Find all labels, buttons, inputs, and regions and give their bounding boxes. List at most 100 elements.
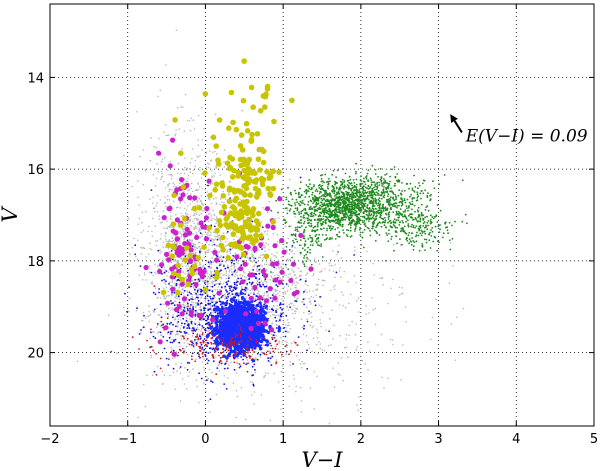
data-point xyxy=(220,277,223,280)
data-point xyxy=(387,302,389,305)
data-point xyxy=(183,322,186,325)
data-point xyxy=(257,333,262,338)
data-point xyxy=(183,306,186,309)
data-point xyxy=(162,295,165,297)
data-point xyxy=(222,256,225,258)
data-point xyxy=(214,238,217,240)
data-point xyxy=(189,318,191,320)
data-point xyxy=(154,263,156,266)
data-point xyxy=(195,309,197,312)
data-point xyxy=(398,294,401,296)
data-point xyxy=(228,364,230,366)
data-point xyxy=(308,310,310,313)
data-point xyxy=(277,259,280,262)
data-point xyxy=(209,234,212,236)
data-point xyxy=(178,330,181,333)
data-point xyxy=(358,311,360,313)
data-point xyxy=(211,311,213,314)
data-point xyxy=(218,300,221,303)
data-point xyxy=(254,257,257,260)
data-point xyxy=(276,300,279,303)
data-point xyxy=(184,348,186,350)
data-point xyxy=(300,411,303,413)
data-point xyxy=(275,289,278,292)
data-point xyxy=(318,263,321,265)
data-point xyxy=(161,221,164,224)
data-point xyxy=(337,373,340,376)
data-point xyxy=(239,291,243,295)
data-point xyxy=(233,331,237,335)
data-point xyxy=(264,278,267,281)
data-point xyxy=(220,258,222,261)
data-point xyxy=(197,200,199,202)
data-point xyxy=(182,214,184,217)
data-point xyxy=(261,265,264,267)
data-point xyxy=(274,274,276,277)
data-point xyxy=(189,129,192,132)
data-point xyxy=(210,215,213,217)
data-point xyxy=(280,315,283,318)
data-point xyxy=(181,322,183,325)
data-point xyxy=(338,304,341,306)
data-point xyxy=(160,233,162,235)
data-point xyxy=(161,175,164,178)
data-point xyxy=(334,264,336,266)
data-point xyxy=(205,319,208,322)
data-point xyxy=(149,247,151,250)
data-point xyxy=(163,303,165,306)
data-point xyxy=(328,264,331,267)
data-point xyxy=(176,333,178,335)
data-point xyxy=(348,324,351,327)
data-point xyxy=(247,263,250,265)
data-point xyxy=(353,246,356,248)
data-point xyxy=(215,245,218,247)
data-point xyxy=(217,254,219,256)
data-point xyxy=(285,353,288,356)
data-point xyxy=(157,264,159,267)
data-point xyxy=(256,358,259,361)
data-point xyxy=(162,336,165,338)
data-point xyxy=(207,315,210,318)
data-point xyxy=(263,303,266,306)
data-point xyxy=(164,310,167,313)
data-point xyxy=(158,137,160,140)
data-point xyxy=(243,299,247,303)
data-point xyxy=(155,205,158,207)
data-point xyxy=(159,237,162,240)
data-point xyxy=(271,355,274,358)
data-point xyxy=(141,221,143,224)
data-point xyxy=(189,307,191,310)
data-point xyxy=(262,253,265,256)
data-point xyxy=(243,302,247,306)
data-point xyxy=(197,224,199,226)
data-point xyxy=(188,333,190,336)
data-point xyxy=(238,298,240,301)
data-point xyxy=(302,362,305,365)
data-point xyxy=(160,250,162,253)
data-point xyxy=(383,386,385,389)
data-point xyxy=(145,279,147,281)
data-point xyxy=(283,286,286,288)
data-point xyxy=(202,382,205,384)
data-point xyxy=(246,284,248,287)
data-point xyxy=(185,254,188,256)
data-point xyxy=(182,303,184,306)
data-point xyxy=(136,307,138,310)
data-point xyxy=(301,360,303,363)
data-point xyxy=(219,256,222,259)
data-point xyxy=(260,280,263,282)
data-point xyxy=(121,263,123,266)
data-point xyxy=(248,278,251,280)
data-point xyxy=(205,358,208,360)
data-point xyxy=(186,294,189,296)
data-point xyxy=(152,310,154,312)
data-point xyxy=(190,187,192,190)
data-point xyxy=(214,280,216,283)
data-point xyxy=(211,285,214,288)
data-point xyxy=(261,352,264,355)
data-point xyxy=(170,177,173,180)
data-point xyxy=(312,296,315,299)
data-point xyxy=(196,289,199,292)
data-point xyxy=(245,291,248,293)
data-point xyxy=(281,312,283,315)
